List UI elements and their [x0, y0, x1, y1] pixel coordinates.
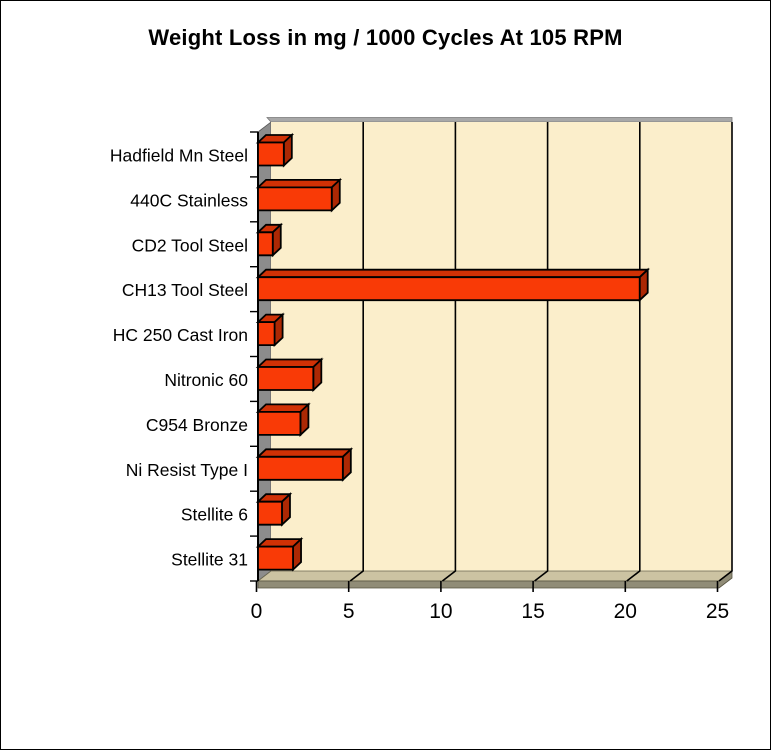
bar-top-face [255, 178, 343, 189]
bar-front-face [257, 455, 344, 481]
category-label: CH13 Tool Steel [122, 280, 248, 300]
bar-front-face [257, 545, 294, 571]
bar-c954-bronze [255, 402, 311, 437]
category-label: HC 250 Cast Iron [113, 325, 248, 345]
bar-front-face [257, 276, 641, 302]
bar-hadfield-mn-steel [255, 132, 295, 168]
bar-front-face [257, 186, 333, 212]
category-label: CD2 Tool Steel [132, 235, 248, 255]
gridline-x-25 [718, 122, 733, 582]
x-tick-label-0: 0 [251, 600, 263, 623]
bar-ch13-tool-steel [255, 267, 650, 303]
category-label: Nitronic 60 [164, 370, 248, 390]
bar-top-face [255, 268, 650, 279]
category-label: Hadfield Mn Steel [110, 146, 248, 166]
bar-nitronic-60 [255, 357, 324, 393]
bar-front-face [257, 500, 283, 526]
plot-wall-top-strip [266, 117, 733, 123]
bar-stellite-6 [255, 492, 293, 527]
x-tick-label-25: 25 [706, 600, 729, 623]
bar-cd2-tool-steel [255, 222, 284, 258]
x-tick-label-15: 15 [521, 600, 544, 623]
x-tick-label-5: 5 [343, 600, 355, 623]
bar-top-face [255, 358, 324, 368]
x-tick-label-10: 10 [429, 600, 452, 623]
bar-ni-resist-type-i [255, 447, 354, 482]
x-tick-label-20: 20 [614, 600, 637, 623]
category-label: Ni Resist Type I [126, 460, 248, 480]
bar-front-face [257, 321, 276, 347]
category-label: Stellite 6 [181, 505, 248, 525]
bar-hc-250-cast-iron [255, 312, 285, 348]
bar-top-face [255, 448, 354, 458]
plot-back-wall [271, 122, 732, 571]
category-label: Stellite 31 [171, 550, 248, 570]
bar-front-face [257, 231, 274, 257]
chart-title: Weight Loss in mg / 1000 Cycles At 105 R… [148, 25, 623, 50]
category-label: 440C Stainless [130, 190, 248, 210]
bar-front-face [257, 366, 315, 391]
bar-front-face [257, 141, 285, 167]
bar-440c-stainless [255, 177, 343, 213]
category-label: C954 Bronze [146, 415, 248, 435]
bar-front-face [257, 410, 302, 436]
bar-stellite-31 [255, 537, 304, 572]
plot-floor-top [256, 570, 734, 582]
